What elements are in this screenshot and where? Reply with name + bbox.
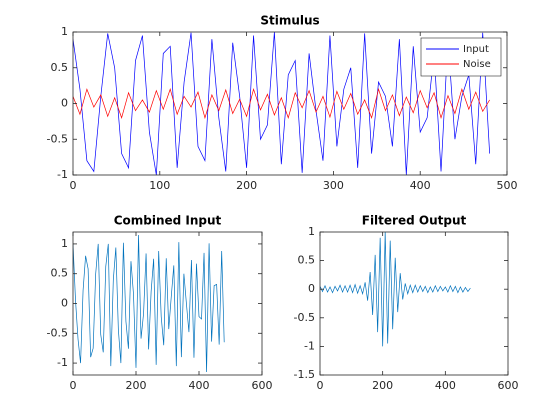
y-tick-label: 0.5	[51, 267, 69, 280]
axes-title: Filtered Output	[362, 214, 467, 228]
y-tick-label: 1	[61, 237, 68, 250]
data-line	[320, 232, 471, 347]
legend-box	[420, 37, 502, 77]
x-tick-label: 400	[189, 379, 210, 392]
data-line	[73, 234, 225, 373]
x-tick-label: 600	[498, 379, 519, 392]
y-tick-label: 0.5	[51, 61, 69, 74]
y-tick-label: -1	[57, 168, 68, 181]
y-tick-label: 0	[308, 282, 315, 295]
y-tick-label: 0	[61, 297, 68, 310]
x-tick-label: 0	[70, 379, 77, 392]
x-tick-label: 100	[149, 179, 170, 192]
x-tick-label: 300	[323, 179, 344, 192]
axes-title: Stimulus	[260, 14, 319, 28]
x-tick-label: 200	[126, 379, 147, 392]
y-tick-label: 1	[61, 25, 68, 38]
legend-label: Input	[463, 44, 489, 55]
x-tick-label: 0	[70, 179, 77, 192]
axes-box	[319, 231, 509, 376]
x-tick-label: 400	[435, 379, 456, 392]
axes: 0 200 400 600 -1 -0.5 0 0.5 1 Combined Input	[47, 214, 273, 393]
x-tick-label: 0	[317, 379, 324, 392]
axes-background	[320, 232, 508, 375]
y-tick-label: -0.5	[47, 326, 68, 339]
y-tick-label: 0	[61, 97, 68, 110]
y-tick-label: -1.5	[294, 368, 315, 381]
y-tick-label: -1	[57, 356, 68, 369]
x-tick-label: 600	[252, 379, 273, 392]
y-tick-label: -0.5	[47, 132, 68, 145]
x-tick-label: 200	[236, 179, 257, 192]
legend-label: Noise	[463, 59, 491, 70]
x-tick-label: 400	[410, 179, 431, 192]
axes: 0 100 200 300 400 500 -1 -0.5 0 0.5 1 Stimulus Input…	[47, 14, 518, 193]
x-tick-label: 200	[372, 379, 393, 392]
y-tick-label: -0.5	[294, 311, 315, 324]
axes: 0 200 400 600 -1.5 -1 -0.5 0 0.5 1 Filtered Output	[294, 214, 519, 393]
data-line	[73, 87, 490, 120]
y-tick-label: 1	[308, 225, 315, 238]
axes-title: Combined Input	[114, 214, 222, 228]
y-tick-label: 0.5	[298, 254, 316, 267]
y-tick-label: -1	[304, 339, 315, 352]
x-tick-label: 500	[497, 179, 518, 192]
data-line	[73, 32, 490, 175]
